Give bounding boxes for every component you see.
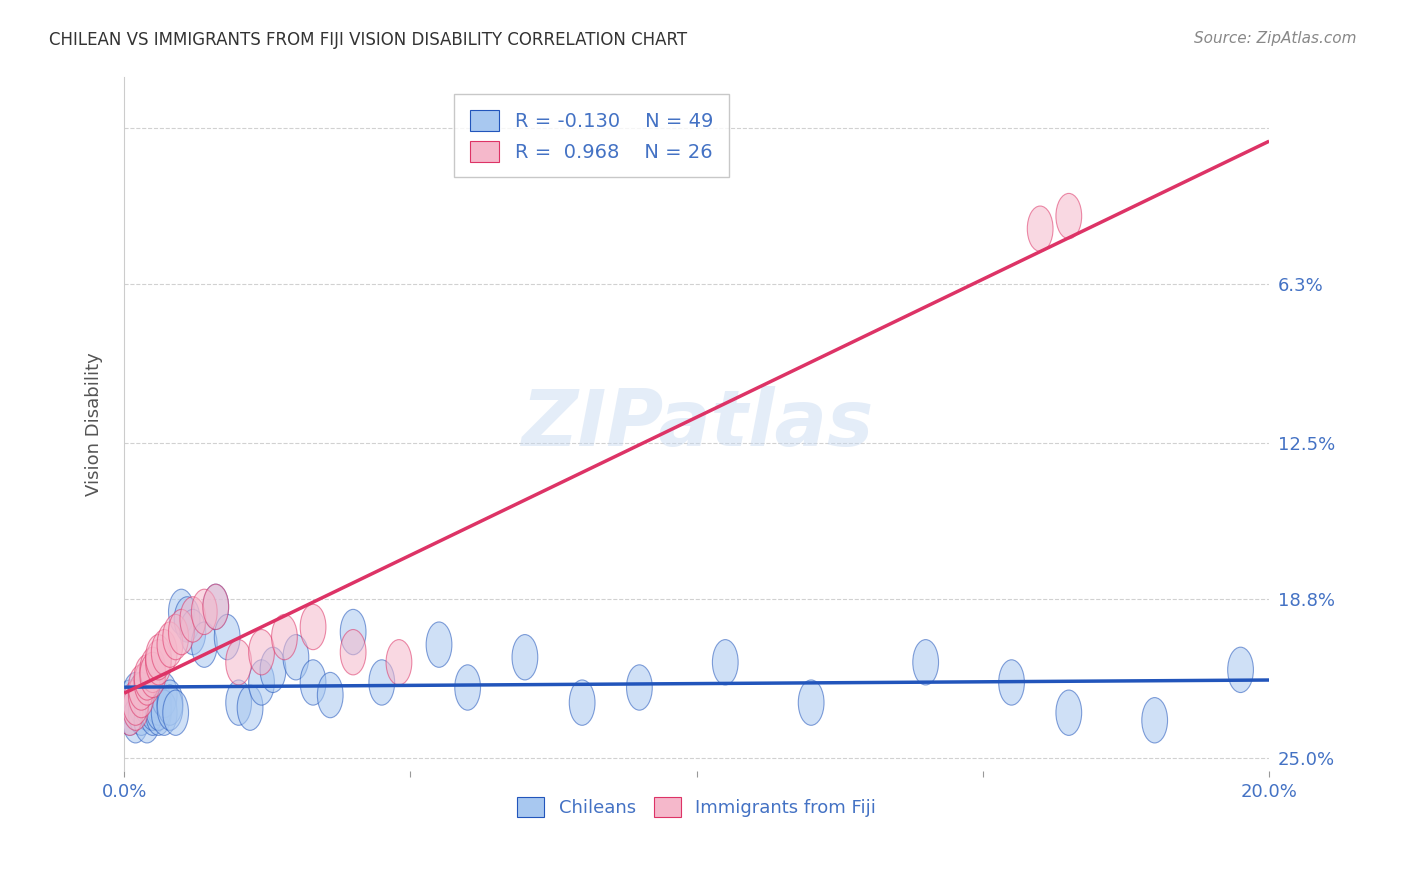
Ellipse shape — [152, 630, 177, 675]
Ellipse shape — [1028, 206, 1053, 252]
Ellipse shape — [214, 615, 240, 660]
Ellipse shape — [128, 690, 155, 735]
Ellipse shape — [799, 680, 824, 725]
Ellipse shape — [163, 615, 188, 660]
Ellipse shape — [157, 685, 183, 731]
Ellipse shape — [122, 680, 149, 725]
Ellipse shape — [139, 673, 166, 718]
Ellipse shape — [152, 673, 177, 718]
Ellipse shape — [454, 665, 481, 710]
Text: ZIPatlas: ZIPatlas — [520, 386, 873, 462]
Ellipse shape — [1142, 698, 1167, 743]
Ellipse shape — [569, 680, 595, 725]
Ellipse shape — [180, 609, 205, 655]
Ellipse shape — [180, 597, 205, 642]
Ellipse shape — [128, 680, 155, 725]
Ellipse shape — [387, 640, 412, 685]
Ellipse shape — [122, 685, 149, 731]
Ellipse shape — [301, 660, 326, 706]
Ellipse shape — [152, 690, 177, 735]
Text: CHILEAN VS IMMIGRANTS FROM FIJI VISION DISABILITY CORRELATION CHART: CHILEAN VS IMMIGRANTS FROM FIJI VISION D… — [49, 31, 688, 49]
Ellipse shape — [157, 680, 183, 725]
Ellipse shape — [238, 685, 263, 731]
Ellipse shape — [512, 634, 537, 680]
Ellipse shape — [1227, 648, 1253, 692]
Ellipse shape — [117, 690, 143, 735]
Text: Source: ZipAtlas.com: Source: ZipAtlas.com — [1194, 31, 1357, 46]
Ellipse shape — [128, 665, 155, 710]
Ellipse shape — [169, 609, 194, 655]
Ellipse shape — [128, 673, 155, 718]
Ellipse shape — [146, 680, 172, 725]
Ellipse shape — [426, 622, 451, 667]
Ellipse shape — [146, 685, 172, 731]
Ellipse shape — [301, 604, 326, 649]
Ellipse shape — [340, 630, 366, 675]
Ellipse shape — [117, 680, 143, 725]
Ellipse shape — [318, 673, 343, 718]
Ellipse shape — [191, 590, 217, 634]
Ellipse shape — [627, 665, 652, 710]
Ellipse shape — [122, 673, 149, 718]
Ellipse shape — [202, 584, 229, 630]
Ellipse shape — [202, 584, 229, 630]
Ellipse shape — [134, 685, 160, 731]
Ellipse shape — [117, 690, 143, 735]
Ellipse shape — [249, 660, 274, 706]
Ellipse shape — [163, 690, 188, 735]
Ellipse shape — [157, 622, 183, 667]
Ellipse shape — [260, 648, 285, 692]
Ellipse shape — [271, 615, 297, 660]
Ellipse shape — [169, 590, 194, 634]
Ellipse shape — [139, 648, 166, 692]
Ellipse shape — [134, 660, 160, 706]
Ellipse shape — [134, 655, 160, 700]
Ellipse shape — [226, 640, 252, 685]
Ellipse shape — [139, 690, 166, 735]
Ellipse shape — [139, 685, 166, 731]
Ellipse shape — [191, 622, 217, 667]
Ellipse shape — [368, 660, 395, 706]
Y-axis label: Vision Disability: Vision Disability — [86, 352, 103, 496]
Ellipse shape — [122, 685, 149, 731]
Ellipse shape — [1056, 194, 1081, 239]
Ellipse shape — [146, 640, 172, 685]
Ellipse shape — [146, 690, 172, 735]
Ellipse shape — [128, 673, 155, 718]
Ellipse shape — [340, 609, 366, 655]
Ellipse shape — [713, 640, 738, 685]
Ellipse shape — [226, 680, 252, 725]
Ellipse shape — [122, 698, 149, 743]
Ellipse shape — [134, 680, 160, 725]
Ellipse shape — [1056, 690, 1081, 735]
Ellipse shape — [174, 597, 200, 642]
Legend: Chileans, Immigrants from Fiji: Chileans, Immigrants from Fiji — [510, 789, 883, 824]
Ellipse shape — [139, 652, 166, 698]
Ellipse shape — [249, 630, 274, 675]
Ellipse shape — [283, 634, 309, 680]
Ellipse shape — [998, 660, 1025, 706]
Ellipse shape — [146, 634, 172, 680]
Ellipse shape — [134, 698, 160, 743]
Ellipse shape — [912, 640, 939, 685]
